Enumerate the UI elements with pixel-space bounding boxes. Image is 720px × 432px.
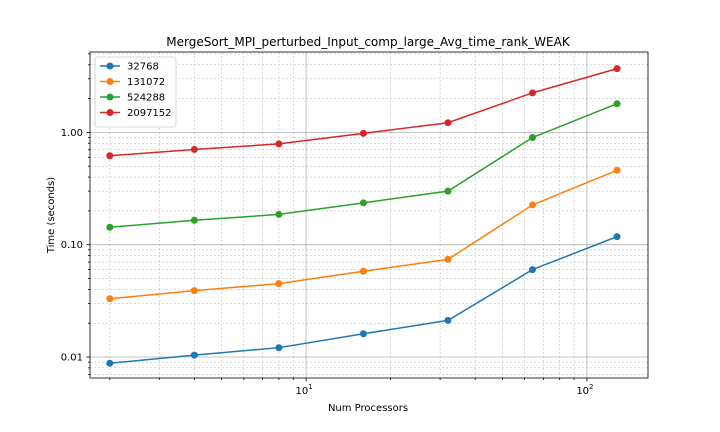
- data-point: [275, 344, 283, 352]
- data-point: [275, 210, 283, 218]
- legend-box: [94, 56, 177, 128]
- data-point: [275, 140, 283, 148]
- series-line: [109, 67, 618, 157]
- series-131072: [106, 166, 621, 303]
- y-tick-label: 1.00: [61, 128, 83, 139]
- x-tick-label: 102: [576, 383, 593, 397]
- data-point: [359, 129, 367, 137]
- x-axis-label: Num Processors: [328, 403, 408, 414]
- data-point: [275, 280, 283, 288]
- legend-label: 131072: [127, 77, 165, 88]
- data-point: [190, 216, 198, 224]
- grid: [90, 52, 648, 378]
- series-32768: [106, 233, 621, 367]
- legend-item: 2097152: [100, 108, 172, 119]
- legend-marker: [106, 109, 114, 116]
- legend-marker: [106, 62, 114, 70]
- series-line: [109, 169, 618, 300]
- data-point: [190, 145, 198, 153]
- data-point: [106, 359, 114, 367]
- legend-label: 524288: [127, 93, 165, 104]
- legend: 32768 131072 524288 2097152: [94, 56, 177, 128]
- data-point: [106, 295, 114, 303]
- series-line: [109, 103, 618, 228]
- data-point: [190, 351, 198, 359]
- data-point: [613, 100, 621, 108]
- legend-item: 524288: [100, 93, 165, 104]
- data-point: [106, 152, 114, 160]
- legend-label: 2097152: [127, 108, 172, 119]
- data-point: [613, 166, 621, 174]
- y-tick-label: 0.01: [61, 352, 83, 363]
- data-point: [528, 266, 536, 274]
- data-point: [359, 267, 367, 275]
- legend-marker: [106, 93, 114, 101]
- y-tick-label: 0.10: [61, 240, 83, 251]
- legend-marker: [106, 78, 114, 85]
- series: [106, 65, 621, 367]
- series-2097152: [106, 65, 621, 160]
- data-point: [528, 134, 536, 142]
- data-point: [528, 89, 536, 97]
- data-point: [190, 287, 198, 295]
- data-point: [106, 223, 114, 231]
- legend-item: 32768: [100, 62, 159, 73]
- plot-frame: [89, 51, 649, 379]
- data-point: [444, 119, 452, 127]
- data-point: [444, 187, 452, 195]
- data-point: [613, 233, 621, 241]
- axis-ticks: 101 102 0.01 0.10 1.00: [61, 53, 594, 397]
- data-point: [444, 316, 452, 324]
- data-point: [613, 65, 621, 73]
- data-point: [444, 255, 452, 263]
- x-tick-label: 101: [296, 383, 313, 397]
- series-524288: [106, 100, 621, 231]
- legend-item: 131072: [100, 77, 165, 88]
- data-point: [528, 201, 536, 209]
- data-point: [359, 199, 367, 207]
- chart-title: MergeSort_MPI_perturbed_Input_comp_large…: [166, 35, 571, 49]
- data-point: [359, 330, 367, 338]
- legend-label: 32768: [127, 62, 159, 73]
- y-axis-label: Time (seconds): [46, 177, 57, 254]
